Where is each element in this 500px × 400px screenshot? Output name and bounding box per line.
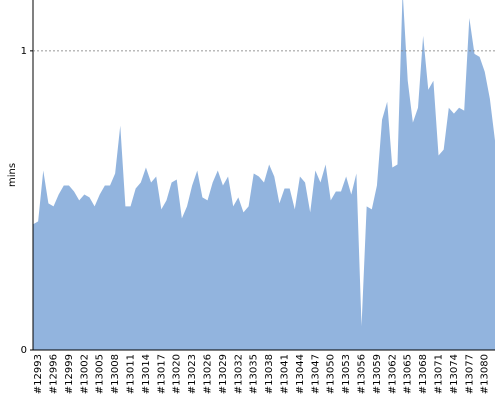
area	[33, 0, 495, 350]
x-tick-label: #12999	[64, 354, 75, 394]
x-tick-label: #13065	[403, 354, 414, 394]
x-tick-label: #13050	[326, 354, 337, 394]
y-tick-label: 1	[21, 46, 27, 57]
x-tick-label: #13059	[372, 354, 383, 394]
x-tick-label: #13023	[187, 354, 198, 394]
plot-area	[33, 0, 495, 350]
x-tick-label: #13041	[280, 354, 291, 394]
x-tick-label: #13053	[341, 354, 352, 394]
x-tick-label: #12993	[33, 354, 44, 394]
x-tick-label: #13047	[310, 354, 321, 394]
x-tick-label: #13035	[249, 354, 260, 394]
x-tick-label: #13008	[110, 354, 121, 394]
x-tick-label: #13080	[480, 354, 491, 394]
x-tick-label: #13020	[172, 354, 183, 394]
x-tick-label: #13002	[79, 354, 90, 394]
x-tick-label: #13011	[126, 354, 137, 394]
x-tick-label: #13029	[218, 354, 229, 394]
x-tick-label: #13026	[203, 354, 214, 394]
x-tick-label: #13038	[264, 354, 275, 394]
y-tick-label: 0	[21, 345, 27, 356]
x-tick-label: #13005	[95, 354, 106, 394]
y-axis-label: mins	[7, 163, 18, 187]
x-tick-label: #13032	[233, 354, 244, 394]
x-tick-label: #13044	[295, 354, 306, 394]
x-tick-label: #13056	[357, 354, 368, 394]
x-tick-label: #13017	[156, 354, 167, 394]
x-tick-label: #13014	[141, 354, 152, 394]
x-tick-label: #13068	[418, 354, 429, 394]
x-tick-label: #12996	[49, 354, 60, 394]
x-tick-label: #13062	[387, 354, 398, 394]
x-tick-label: #13074	[449, 354, 460, 394]
x-tick-label: #13077	[464, 354, 475, 394]
x-tick-label: #13071	[434, 354, 445, 394]
